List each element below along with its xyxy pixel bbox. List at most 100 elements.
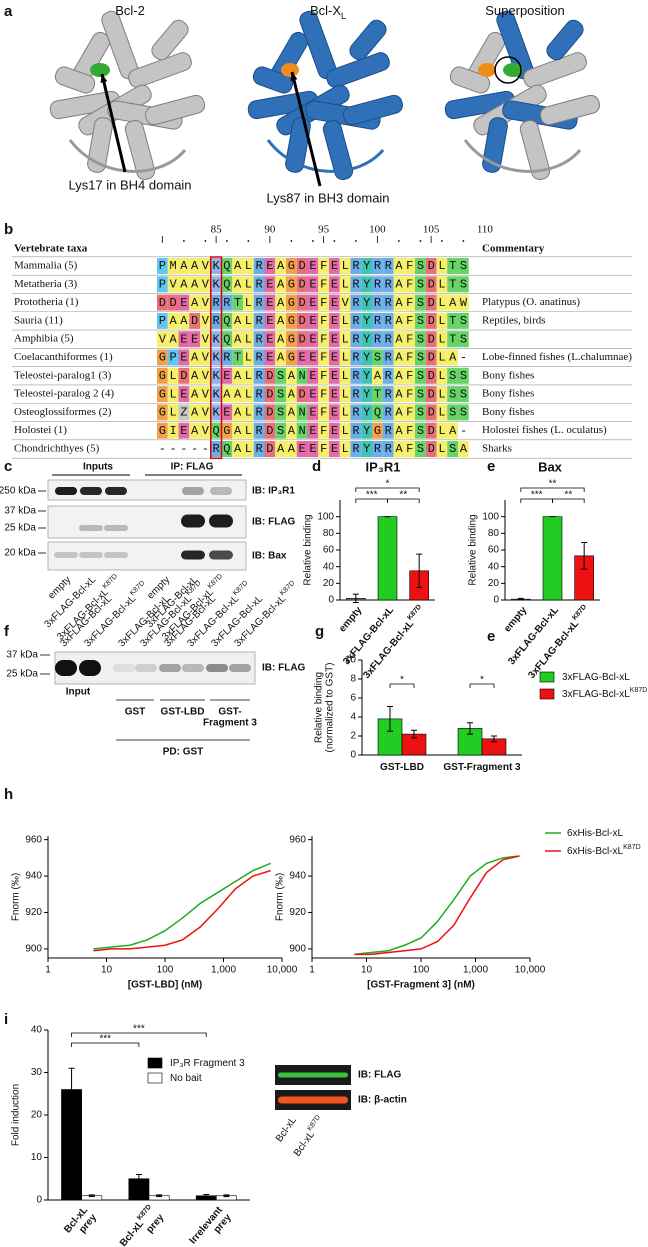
residue-cell <box>382 404 394 421</box>
sequence: PMAAVKQALREAGDEFELRYRRAFSDLTS <box>159 259 471 273</box>
y-tick-label: 960 <box>25 834 42 845</box>
residue-cell <box>350 386 362 403</box>
residue-cell <box>393 258 405 274</box>
residue-cell <box>404 349 415 366</box>
x-tick-label: 100 <box>157 965 174 976</box>
residue-cell <box>221 386 233 403</box>
residue-cell <box>382 367 394 384</box>
y-tick-label: 100 <box>482 511 499 522</box>
residue-cell <box>167 258 179 274</box>
residue-cell <box>361 258 372 274</box>
residue-cell <box>264 258 276 274</box>
residue-cell <box>286 422 297 439</box>
residue-cell <box>157 404 168 421</box>
error-bar <box>467 722 473 735</box>
position-number: 90 <box>264 224 276 236</box>
loop <box>266 139 385 173</box>
residue-cell <box>296 258 308 274</box>
y-axis-label: Relative binding <box>468 514 479 585</box>
residue-cell <box>307 404 319 421</box>
residue-cell <box>243 312 254 329</box>
residue-cell <box>425 441 437 457</box>
residue-cell <box>447 404 458 421</box>
residue-cell <box>286 441 297 457</box>
position-dot <box>333 240 336 242</box>
blot-band <box>104 552 128 558</box>
residue-cell <box>350 441 362 457</box>
residue-cell <box>243 386 254 403</box>
residue-cell <box>221 422 233 439</box>
significance-bracket <box>387 498 420 503</box>
residue-cell <box>264 386 276 403</box>
structure-title-text: Superposition <box>485 3 565 18</box>
panel-label: h <box>4 786 13 803</box>
panel-label: b <box>4 221 13 238</box>
y-tick-label: 900 <box>25 944 42 955</box>
residue-cell <box>210 258 222 274</box>
x-tick-label: empty <box>502 604 530 634</box>
residue-cell <box>253 422 265 439</box>
residue-cell <box>189 349 200 366</box>
residue-cell <box>221 294 233 311</box>
y-axis-label: Relative binding <box>303 514 314 585</box>
residue-cell <box>372 312 383 329</box>
x-tick-label: 10 <box>361 965 373 976</box>
sequence: PAADVRQALREAGDEFELRYRRAFSDLTS <box>159 314 471 328</box>
marker: 20 kDa <box>4 548 36 559</box>
residue-cell <box>275 312 286 329</box>
legend-name: IP₃R Fragment 3 <box>170 1058 245 1069</box>
residue-cell <box>264 441 276 457</box>
residue-cell <box>264 294 276 311</box>
helix <box>151 19 189 61</box>
residue-cell <box>275 258 286 274</box>
residue-cell <box>296 349 308 366</box>
residue-cell <box>318 312 329 329</box>
residue-cell <box>275 331 286 348</box>
lane-label-sup: K87D <box>102 573 119 590</box>
residue-cell <box>404 294 415 311</box>
residue-cell <box>361 349 372 366</box>
residue-cell <box>415 422 426 439</box>
residue-cell <box>210 294 222 311</box>
header: Vertebrate taxa <box>14 243 88 255</box>
helix <box>87 117 113 173</box>
blot-group: IP: FLAG <box>171 462 214 473</box>
residue-cell <box>221 331 233 348</box>
residue-cell <box>178 422 190 439</box>
loop <box>68 139 187 173</box>
residue-cell <box>286 294 297 311</box>
residue-cell <box>458 404 469 421</box>
residue-cell <box>189 386 200 403</box>
residue-cell <box>307 258 319 274</box>
helix <box>539 94 601 126</box>
residue-cell <box>200 276 211 293</box>
residue-cell <box>415 294 426 311</box>
lane-label-sup: K87D <box>232 580 249 597</box>
taxon: Teleostei-paralog1 (3) <box>14 369 112 381</box>
residue-cell <box>157 349 168 366</box>
residue-cell <box>350 294 362 311</box>
residue-cell <box>361 441 372 457</box>
y-tick-label: 60 <box>323 545 335 556</box>
residue-cell <box>372 349 383 366</box>
sequence: -----RQALRDAAEEFELRYRRAFSDLSA <box>159 442 471 456</box>
residue-cell <box>415 367 426 384</box>
x-tick-label: Irrelevantprey <box>187 1204 234 1247</box>
residue-cell <box>296 404 308 421</box>
residue-cell <box>404 367 415 384</box>
sequence: GLZAVKEALRDSANEFELRYQRAFSDLSS <box>159 406 471 420</box>
blot-band <box>105 487 127 495</box>
residue-cell <box>415 386 426 403</box>
residue-cell <box>436 349 448 366</box>
structure-title-text: Bcl-2 <box>115 3 145 18</box>
residue-cell <box>436 294 448 311</box>
residue-cell <box>200 367 211 384</box>
x-tick-label: GST-LBD <box>380 762 424 773</box>
residue-cell <box>232 422 243 439</box>
panel-label: g <box>315 623 324 640</box>
x-tick-label: 100 <box>413 965 430 976</box>
y-tick-label: 940 <box>25 871 42 882</box>
residue-cell <box>415 441 426 457</box>
residue-cell <box>243 422 254 439</box>
